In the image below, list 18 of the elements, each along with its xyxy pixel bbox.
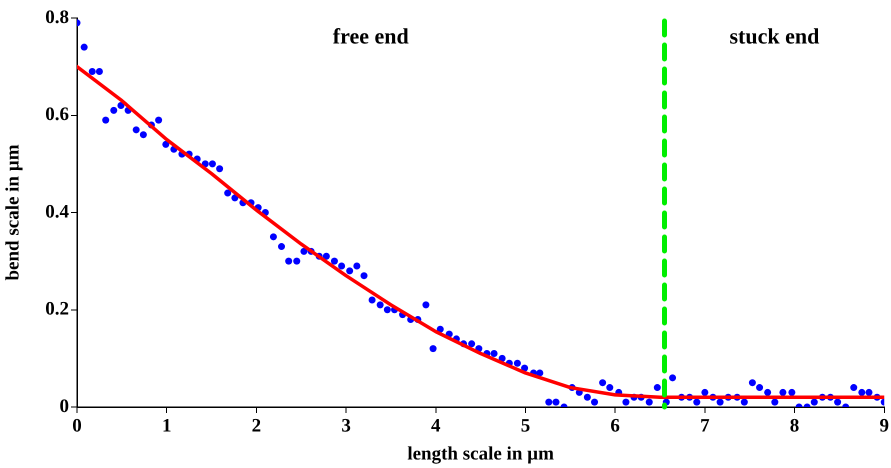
y-tick-label: 0.8 bbox=[45, 6, 69, 28]
x-tick-label: 9 bbox=[880, 415, 889, 436]
annotation: free end bbox=[332, 24, 409, 49]
y-tick-label: 0.6 bbox=[45, 104, 69, 126]
x-tick-label: 8 bbox=[790, 415, 800, 436]
y-tick-label: 0.4 bbox=[45, 201, 70, 222]
x-axis-title: length scale in µm bbox=[407, 444, 554, 465]
x-tick-label: 5 bbox=[520, 415, 530, 436]
y-tick-label: 0.2 bbox=[45, 298, 69, 320]
x-tick-label: 6 bbox=[610, 415, 620, 436]
x-tick-label: 1 bbox=[162, 415, 172, 436]
x-tick-label: 4 bbox=[431, 415, 442, 436]
x-tick-label: 7 bbox=[700, 415, 710, 436]
x-tick-label: 3 bbox=[341, 415, 351, 436]
annotation: stuck end bbox=[729, 24, 820, 49]
y-tick-label: 0 bbox=[60, 396, 69, 417]
x-tick-label: 2 bbox=[252, 415, 262, 436]
y-axis-title: bend scale in µm bbox=[2, 144, 24, 281]
